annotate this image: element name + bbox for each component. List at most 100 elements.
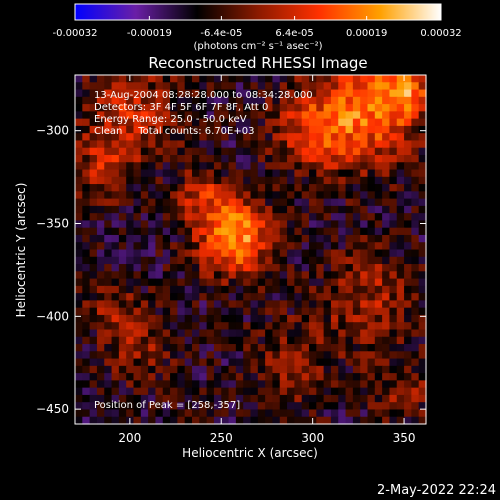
heatmap-cell (294, 205, 303, 214)
heatmap-cell (243, 394, 252, 403)
heatmap-cell (148, 133, 157, 142)
heatmap-cell (418, 307, 427, 316)
heatmap-cell (118, 191, 127, 200)
heatmap-cell (345, 82, 354, 91)
heatmap-cell (279, 271, 288, 280)
heatmap-cell (345, 227, 354, 236)
heatmap-cell (316, 147, 325, 156)
heatmap-cell (330, 118, 339, 127)
heatmap-cell (330, 416, 339, 425)
heatmap-cell (75, 278, 83, 287)
heatmap-cell (389, 365, 398, 374)
heatmap-cell (279, 336, 288, 345)
heatmap-cell (228, 256, 237, 265)
heatmap-cell (309, 380, 317, 389)
heatmap-cell (221, 176, 230, 185)
heatmap-cell (221, 402, 230, 411)
heatmap-cell (162, 351, 171, 360)
heatmap-cell (221, 307, 230, 316)
heatmap-cell (170, 111, 178, 120)
heatmap-cell (287, 322, 295, 331)
heatmap-cell (96, 133, 105, 142)
heatmap-cell (133, 380, 142, 389)
heatmap-cell (404, 154, 412, 163)
heatmap-cell (170, 234, 178, 243)
heatmap-cell (148, 314, 157, 323)
heatmap-cell (418, 285, 427, 294)
heatmap-cell (250, 387, 259, 396)
heatmap-image (75, 75, 427, 425)
heatmap-cell (155, 409, 164, 418)
heatmap-cell (118, 293, 127, 301)
heatmap-cell (411, 198, 420, 207)
heatmap-cell (162, 191, 171, 200)
heatmap-cell (396, 82, 405, 91)
heatmap-cell (126, 213, 135, 222)
heatmap-cell (323, 329, 332, 338)
heatmap-cell (301, 191, 310, 200)
heatmap-cell (382, 249, 391, 258)
heatmap-cell (89, 285, 98, 294)
heatmap-cell (140, 176, 149, 185)
heatmap-cell (177, 307, 186, 316)
heatmap-cell (192, 111, 200, 120)
heatmap-cell (155, 314, 164, 323)
heatmap-cell (287, 300, 295, 309)
heatmap-cell (75, 256, 83, 265)
heatmap-cell (301, 184, 310, 192)
heatmap-cell (243, 169, 252, 178)
heatmap-cell (75, 154, 83, 163)
heatmap-cell (287, 380, 295, 389)
heatmap-cell (148, 184, 157, 192)
heatmap-cell (396, 184, 405, 192)
heatmap-cell (104, 191, 113, 200)
heatmap-cell (133, 184, 142, 192)
heatmap-cell (352, 307, 361, 316)
heatmap-cell (170, 82, 178, 91)
heatmap-cell (82, 198, 91, 207)
x-tick-label: 300 (301, 431, 324, 445)
heatmap-cell (243, 336, 252, 345)
heatmap-cell (374, 205, 383, 214)
heatmap-cell (411, 394, 420, 403)
heatmap-cell (382, 307, 391, 316)
heatmap-cell (338, 125, 347, 134)
heatmap-cell (133, 300, 142, 309)
heatmap-cell (118, 322, 127, 331)
heatmap-cell (411, 329, 420, 338)
heatmap-cell (199, 162, 208, 171)
heatmap-cell (404, 176, 412, 185)
heatmap-cell (338, 220, 347, 229)
heatmap-cell (111, 365, 120, 374)
heatmap-cell (140, 213, 149, 222)
heatmap-cell (155, 293, 164, 301)
heatmap-cell (396, 373, 405, 381)
heatmap-cell (418, 365, 427, 374)
heatmap-cell (294, 285, 303, 294)
heatmap-cell (287, 336, 295, 345)
heatmap-cell (316, 307, 325, 316)
heatmap-cell (96, 249, 105, 258)
heatmap-cell (118, 300, 127, 309)
heatmap-cell (309, 264, 317, 272)
heatmap-cell (96, 285, 105, 294)
heatmap-cell (199, 365, 208, 374)
heatmap-cell (199, 249, 208, 258)
colorbar-tick-label: -0.00019 (127, 28, 172, 39)
heatmap-cell (177, 205, 186, 214)
heatmap-cell (360, 162, 369, 171)
heatmap-cell (96, 336, 105, 345)
heatmap-cell (126, 118, 135, 127)
heatmap-cell (170, 293, 178, 301)
heatmap-cell (367, 184, 376, 192)
heatmap-cell (382, 336, 391, 345)
heatmap-cell (221, 416, 230, 425)
heatmap-cell (352, 154, 361, 163)
heatmap-cell (206, 271, 215, 280)
heatmap-cell (228, 89, 237, 98)
heatmap-cell (389, 322, 398, 331)
heatmap-cell (279, 373, 288, 381)
heatmap-cell (206, 162, 215, 171)
heatmap-cell (345, 373, 354, 381)
heatmap-cell (213, 249, 222, 258)
